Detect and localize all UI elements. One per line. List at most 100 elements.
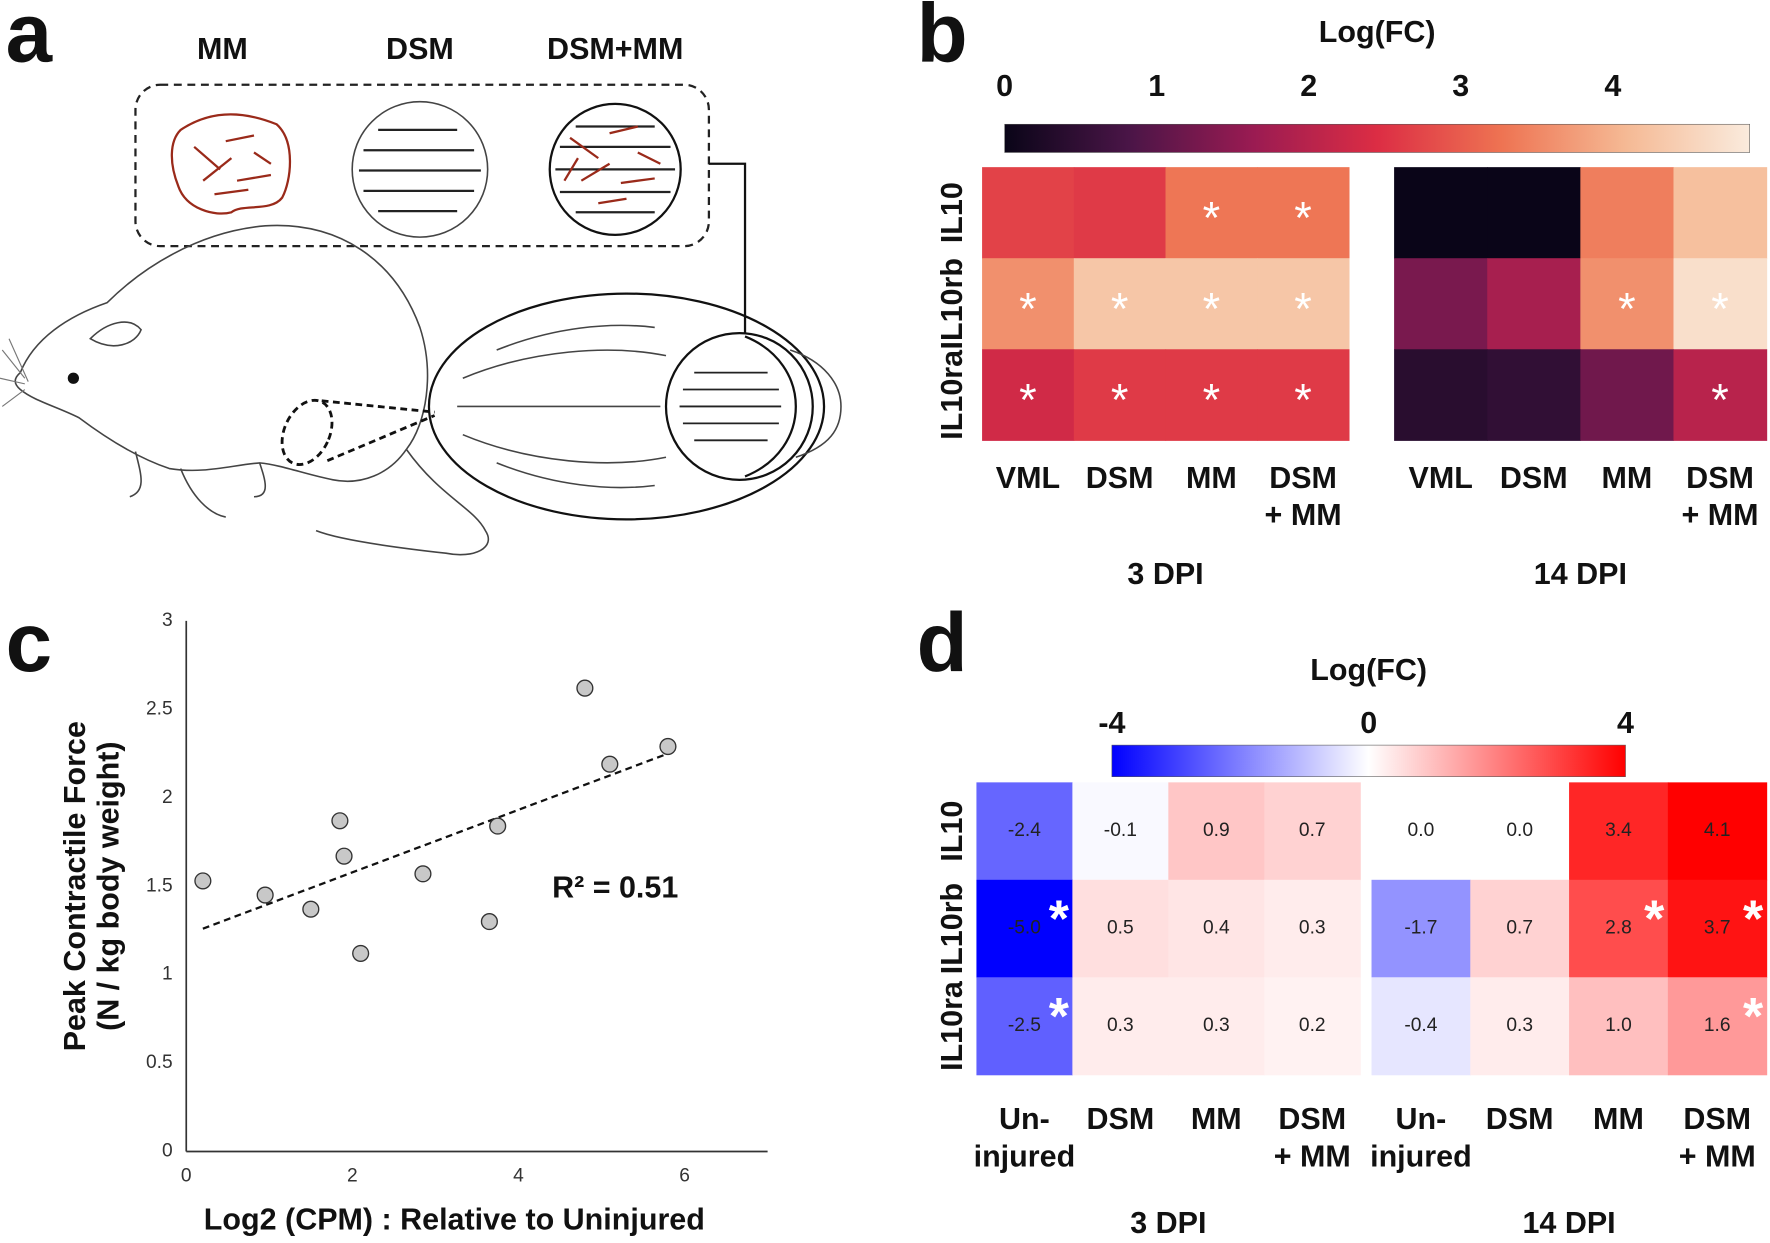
x-tick-label: 2: [347, 1165, 358, 1186]
significance-marker: *: [1203, 193, 1221, 244]
colorbar-tick-label: -4: [1098, 706, 1125, 740]
column-label: DSM: [1087, 1102, 1155, 1136]
column-label: MM: [1593, 1102, 1644, 1136]
combined-scaffold: [548, 102, 682, 237]
heatmap-cell: [1264, 879, 1361, 978]
x-tick-label: 6: [679, 1165, 690, 1186]
heatmap-cell: [1257, 167, 1350, 259]
scatter-point: [480, 913, 498, 931]
heatmap-cell: [1165, 349, 1258, 441]
row-label: IL10: [935, 801, 969, 862]
heatmap-cell: [1394, 349, 1488, 441]
scatter-point: [194, 872, 212, 890]
significance-marker: *: [1711, 375, 1729, 426]
y-tick-label: 1.5: [146, 875, 173, 896]
heatmap-cell: [1072, 977, 1169, 1076]
colorbar-tick-label: 4: [1604, 69, 1621, 103]
row-label: IL10ra: [935, 349, 969, 440]
heatmap-cell: [1673, 258, 1768, 350]
cell-label: 0.2: [1299, 1015, 1326, 1036]
column-label: DSM: [1686, 461, 1754, 495]
column-label: DSM: [1086, 461, 1154, 495]
arrow: [708, 162, 757, 407]
heatmap-cell: [1264, 977, 1361, 1076]
cell-label: 3.4: [1605, 820, 1632, 841]
y-tick-label: 1: [162, 964, 173, 985]
heatmap-cell: [1580, 167, 1675, 259]
scatter-point: [256, 886, 274, 904]
cell-label: 0.3: [1107, 1015, 1134, 1036]
significance-marker: *: [1019, 284, 1037, 335]
cell-label: -5.0: [1008, 918, 1041, 939]
cell-label: 2.8: [1605, 918, 1632, 939]
cell-label: 1.0: [1605, 1015, 1632, 1036]
heatmap-cell: [1072, 879, 1169, 978]
column-label: MM: [1191, 1102, 1242, 1136]
significance-marker: *: [1049, 890, 1070, 948]
heatmap-cell: [976, 879, 1073, 978]
y-tick-label: 2.5: [146, 698, 173, 719]
column-label: VML: [1409, 461, 1473, 495]
significance-marker: *: [1203, 284, 1221, 335]
heatmap-cell: [1073, 349, 1167, 441]
scatter-point: [489, 817, 507, 835]
heatmap-cell: [1394, 258, 1488, 350]
column-label: injured: [974, 1139, 1076, 1173]
mouse-ear: [89, 321, 143, 347]
mouse-body: [14, 224, 429, 483]
heatmap-cell: [1371, 879, 1471, 978]
heatmap-cell: [1394, 167, 1488, 259]
x-tick-label: 0: [181, 1165, 192, 1186]
y-axis-label: (N / kg body weight): [92, 741, 126, 1030]
row-label: IL10rb: [935, 258, 969, 349]
y-tick-label: 0.5: [146, 1052, 173, 1073]
column-label: + MM: [1682, 498, 1759, 532]
column-label: Un-: [1396, 1102, 1447, 1136]
scatter-point: [302, 900, 320, 918]
heatmap-cell: [1168, 879, 1265, 978]
heatmap-cell: [1257, 349, 1350, 441]
scaffold-label: DSM+MM: [547, 32, 683, 66]
heatmap-cell: [1580, 258, 1675, 350]
cell-label: -2.4: [1008, 820, 1041, 841]
column-label: + MM: [1265, 498, 1342, 532]
significance-marker: *: [1111, 375, 1129, 426]
implant-fibers: [679, 371, 782, 442]
heatmap-cell: [976, 977, 1073, 1076]
significance-marker: *: [1294, 375, 1312, 426]
panel-label: b: [917, 0, 968, 80]
heatmap-cell: [1470, 782, 1570, 881]
annotation: R² = 0.51: [552, 871, 678, 905]
significance-marker: *: [1743, 890, 1764, 948]
panel-label: c: [6, 595, 52, 689]
x-axis-label: Log2 (CPM) : Relative to Uninjured: [204, 1203, 705, 1237]
panel-a: a MM DSM DSM+MM: [0, 0, 842, 556]
row-label: IL10: [935, 182, 969, 243]
column-label: DSM: [1683, 1102, 1751, 1136]
heatmap-cell: [1580, 349, 1675, 441]
colorbar-tick-label: 0: [1360, 706, 1377, 740]
scatter-point: [335, 847, 353, 865]
column-label: DSM: [1486, 1102, 1554, 1136]
trendline: [202, 752, 669, 930]
cell-label: 0.7: [1506, 918, 1533, 939]
scatter-point: [352, 944, 370, 962]
cell-label: -1.7: [1404, 918, 1437, 939]
colorbar: [1004, 123, 1750, 153]
significance-marker: *: [1743, 988, 1764, 1046]
implant-edge: [744, 335, 797, 478]
heatmap-cell: [1470, 977, 1570, 1076]
heatmap-cell: [1569, 977, 1669, 1076]
heatmap-cell: [1470, 879, 1570, 978]
scaffold-label: DSM: [386, 32, 454, 66]
cell-label: 4.1: [1704, 820, 1731, 841]
heatmap-cell: [1371, 782, 1471, 881]
heatmap-cell: [1257, 258, 1350, 350]
significance-marker: *: [1203, 375, 1221, 426]
cell-label: 0.3: [1506, 1015, 1533, 1036]
heatmap-cell: [1673, 167, 1768, 259]
colorbar-tick-label: 2: [1300, 69, 1317, 103]
cell-label: 0.5: [1107, 918, 1134, 939]
column-label: MM: [1186, 461, 1237, 495]
heatmap-cell: [1673, 349, 1768, 441]
